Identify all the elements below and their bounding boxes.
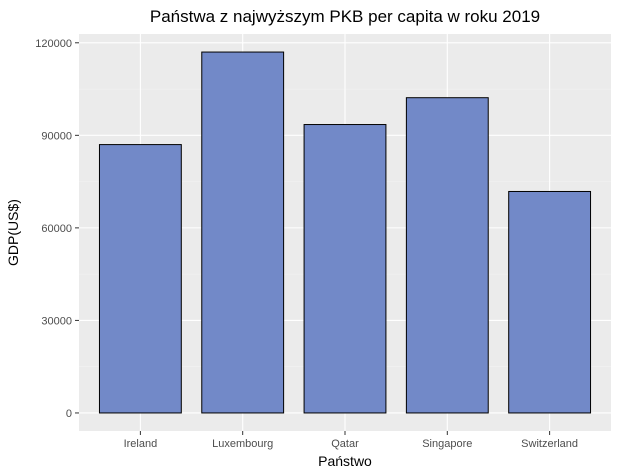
bar-switzerland — [508, 190, 592, 414]
bar-singapore — [405, 97, 489, 414]
x-tick-label: Qatar — [331, 438, 359, 450]
x-axis-title: Państwo — [318, 453, 372, 469]
bar-qatar — [303, 124, 387, 414]
bars — [98, 51, 592, 414]
chart-title: Państwa z najwyższym PKB per capita w ro… — [150, 7, 540, 26]
x-tick-label: Singapore — [422, 438, 472, 450]
x-axis: Ireland Luxembourg Qatar Singapore Switzerla… — [124, 431, 578, 450]
y-tick-label: 0 — [66, 408, 72, 420]
y-tick-label: 30000 — [41, 315, 72, 327]
x-tick-label: Ireland — [124, 438, 158, 450]
y-tick-label: 60000 — [41, 223, 72, 235]
bar-luxembourg — [201, 51, 285, 414]
bar-ireland — [98, 144, 182, 414]
y-axis-title: GDP(US$) — [5, 199, 21, 266]
y-axis: 0 30000 60000 90000 120000 — [35, 38, 79, 420]
y-tick-label: 90000 — [41, 130, 72, 142]
y-tick-label: 120000 — [35, 38, 72, 50]
x-tick-label: Switzerland — [521, 438, 578, 450]
x-tick-label: Luxembourg — [212, 438, 273, 450]
